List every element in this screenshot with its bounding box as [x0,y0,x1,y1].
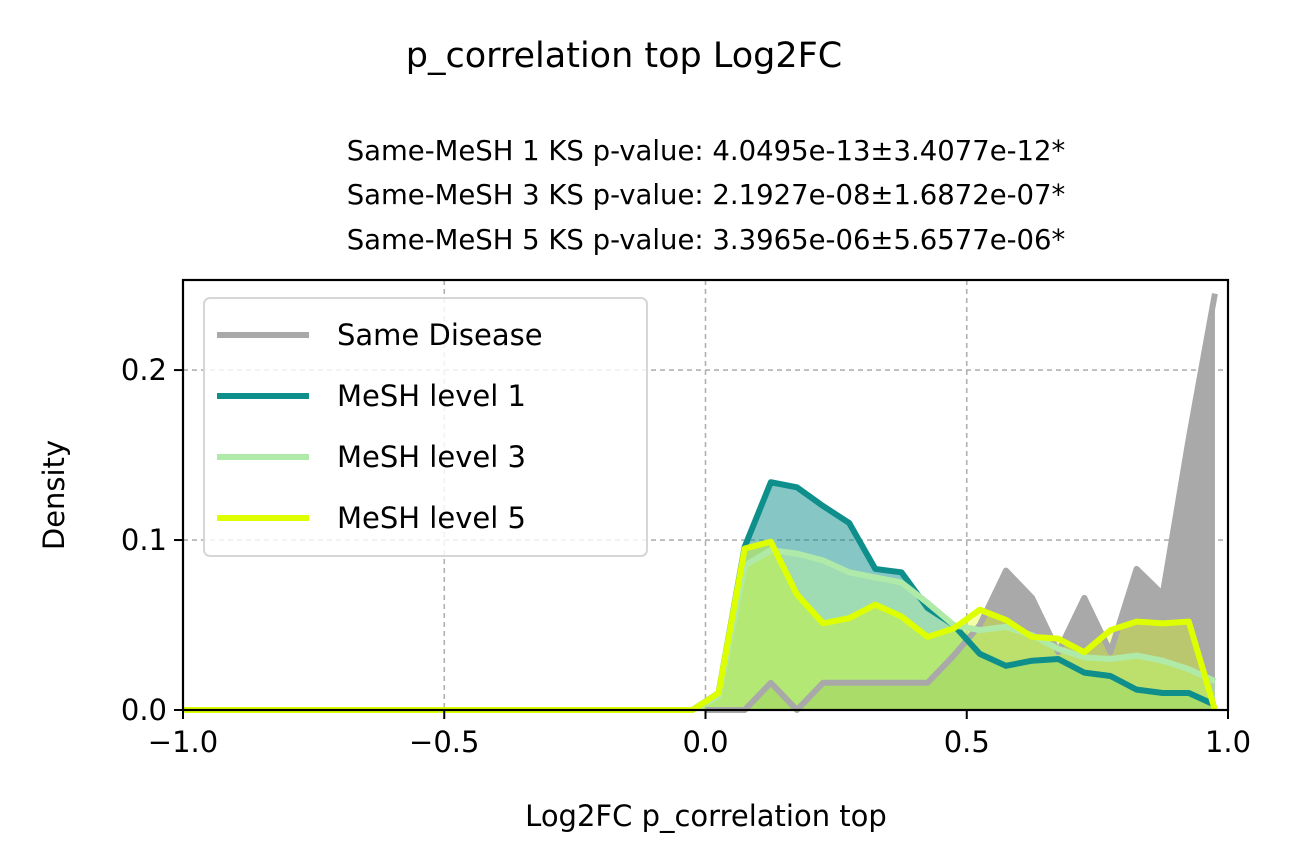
chart-title-line-2: Same-MeSH 3 KS p-value: 2.1927e-08±1.687… [347,179,1066,211]
x-tick-label: 0.5 [944,725,990,759]
x-tick-label: −1.0 [148,725,218,759]
legend-box [203,297,648,557]
legend-label: MeSH level 5 [337,501,526,535]
x-axis-ticks: −1.0 −0.5 0.0 0.5 1.0 [148,710,1251,759]
y-axis-ticks: 0.0 0.1 0.2 [121,353,183,727]
y-tick-label: 0.0 [121,693,167,727]
x-axis-label: Log2FC p_correlation top [525,799,887,833]
series-fill-mesh-level-3 [183,550,1215,710]
legend-label: Same Disease [337,318,543,352]
chart-title-line-1: Same-MeSH 1 KS p-value: 4.0495e-13±3.407… [347,135,1066,167]
chart-suptitle: p_correlation top Log2FC [406,36,842,76]
legend: Same Disease MeSH level 1 MeSH level 3 MeSH… [203,297,648,557]
x-tick-label: 1.0 [1205,725,1251,759]
legend-label: MeSH level 1 [337,379,526,413]
x-tick-label: 0.0 [682,725,728,759]
y-tick-label: 0.2 [121,353,167,387]
y-tick-label: 0.1 [121,523,167,557]
legend-label: MeSH level 3 [337,440,526,474]
series-line-same-disease [705,293,1218,713]
series-fill-mesh-level-5 [183,541,1215,710]
x-tick-label: −0.5 [409,725,479,759]
y-axis-label: Density [37,440,71,550]
chart-title-line-3: Same-MeSH 5 KS p-value: 3.3965e-06±5.657… [347,224,1066,256]
